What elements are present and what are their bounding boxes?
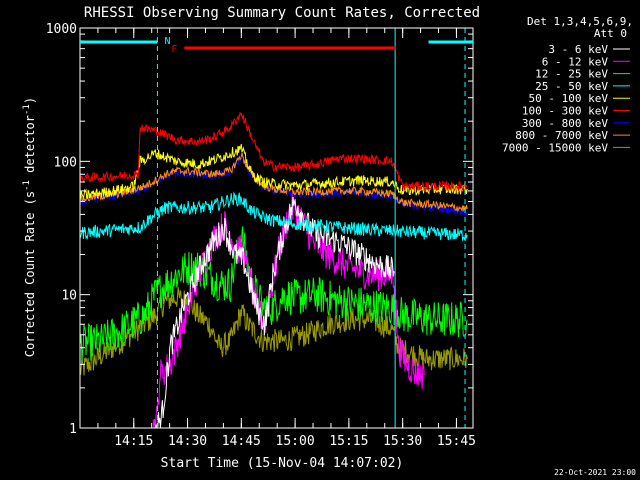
series-line-3-6-kev (154, 197, 395, 429)
axis-ticks: 1 10 100 1000 14:15 14:30 14:45 15:00 15:15 15:30… (46, 22, 476, 449)
y-axis-title-exponent-1: -1 (22, 180, 32, 191)
observing-flags: NF (80, 36, 473, 55)
y-tick-label: 1000 (46, 22, 77, 37)
date-stamp: 22-Oct-2021 23:00 (554, 468, 636, 477)
y-axis-title: Corrected Count Rate (s-1 detector-1) (22, 97, 37, 357)
x-tick-label: 14:15 (114, 434, 153, 449)
legend-label: 7000 - 15000 keV (502, 141, 608, 154)
x-tick-label: 14:30 (168, 434, 207, 449)
y-axis-title-part-3: ) (23, 97, 37, 104)
plot-frame (79, 27, 474, 429)
series-line-800-7000-kev (79, 152, 468, 212)
y-axis-title-exponent-2: -1 (22, 104, 32, 115)
x-tick-label: 15:00 (276, 434, 315, 449)
y-axis-label: Corrected Count Rate (s-1 detector-1) (22, 97, 37, 357)
plot-axes (79, 27, 474, 429)
legend-label: 3 - 6 keV (548, 43, 608, 56)
legend-label: 300 - 800 keV (522, 117, 608, 130)
y-axis-title-part-2: detector (23, 115, 37, 180)
legend-header-attenuator: Att 0 (594, 27, 627, 40)
legend-label: 800 - 7000 keV (515, 129, 608, 142)
series-line-50-100-kev (79, 143, 468, 201)
legend-label: 6 - 12 keV (542, 55, 609, 68)
legend-label: 100 - 300 keV (522, 105, 608, 118)
series-line-100-300-kev (79, 112, 468, 192)
legend-label: 12 - 25 keV (535, 68, 608, 81)
series-line-25-50-kev (79, 191, 468, 242)
x-axis-title: Start Time (15-Nov-04 14:07:02) (161, 456, 404, 471)
flare-marker: F (171, 44, 177, 55)
legend-label: 50 - 100 keV (529, 92, 609, 105)
y-tick-label: 100 (54, 155, 77, 170)
series-line-12-25-kev (79, 226, 468, 362)
y-axis-title-part-1: Corrected Count Rate (s (23, 191, 37, 357)
y-tick-label: 1 (69, 422, 77, 437)
chart-title: RHESSI Observing Summary Count Rates, Co… (84, 5, 480, 21)
x-tick-label: 15:15 (329, 434, 368, 449)
legend-label: 25 - 50 keV (535, 80, 608, 93)
y-tick-label: 10 (61, 289, 77, 304)
series-line-300-800-kev (79, 152, 468, 216)
x-tick-label: 15:45 (437, 434, 476, 449)
legend-header-detectors: Det 1,3,4,5,6,9, (527, 15, 633, 28)
x-tick-label: 14:45 (222, 434, 261, 449)
night-marker: N (164, 36, 170, 47)
x-tick-label: 15:30 (383, 434, 422, 449)
